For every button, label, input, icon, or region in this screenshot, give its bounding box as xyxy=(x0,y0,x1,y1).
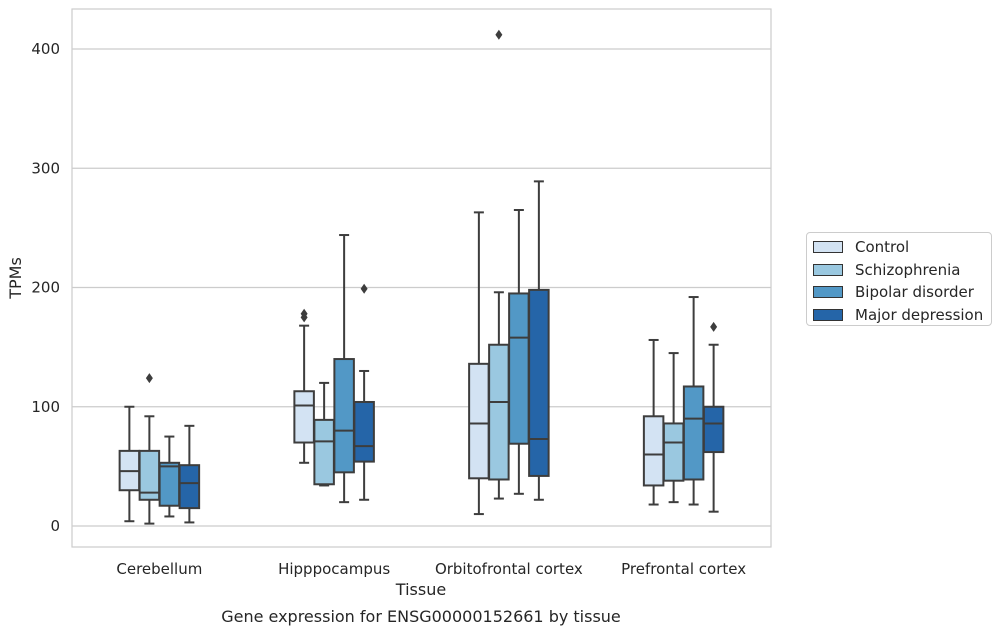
box-body xyxy=(702,405,725,454)
box-body xyxy=(313,418,335,486)
box-body xyxy=(158,461,181,507)
y-tick-label: 200 xyxy=(31,279,60,297)
y-tick-label: 400 xyxy=(31,40,60,58)
box-bipolar-disorder xyxy=(158,435,181,518)
outlier-point xyxy=(300,308,308,319)
box-schizophrenia xyxy=(138,373,161,525)
box-bipolar-disorder xyxy=(682,296,705,506)
box-major-depression xyxy=(702,321,725,513)
chart-title: Gene expression for ENSG00000152661 by t… xyxy=(221,607,621,626)
legend-swatch xyxy=(813,308,843,321)
box-body xyxy=(333,358,355,474)
legend-label: Control xyxy=(855,238,910,257)
box-major-depression xyxy=(353,283,375,501)
legend-item: Control xyxy=(813,236,991,259)
plot-frame xyxy=(71,8,772,548)
x-tick-label: Hipppocampus xyxy=(278,560,390,578)
box-control xyxy=(293,308,315,464)
outlier-point xyxy=(145,373,153,384)
y-axis-label: TPMs xyxy=(6,257,25,300)
box-body xyxy=(642,415,665,487)
box-bipolar-disorder xyxy=(508,208,530,495)
box-schizophrenia xyxy=(488,29,510,500)
legend-label: Major depression xyxy=(855,305,984,324)
box-body xyxy=(508,292,530,445)
box-control xyxy=(118,405,141,523)
box-body xyxy=(353,400,375,463)
legend-label: Schizophrenia xyxy=(855,260,961,279)
box-schizophrenia xyxy=(662,352,685,504)
box-body xyxy=(468,362,490,480)
box-body xyxy=(178,464,201,510)
legend-label: Bipolar disorder xyxy=(855,283,974,302)
legend-swatch xyxy=(813,241,843,254)
box-body xyxy=(662,422,685,482)
legend-item: Bipolar disorder xyxy=(813,281,991,304)
box-control xyxy=(468,211,490,516)
y-ticks: 0 100 200 300 400 xyxy=(31,40,60,535)
legend: Control Schizophrenia Bipolar disorder Majo… xyxy=(806,232,992,326)
x-ticks: Cerebellum Hipppocampus Orbitofrontal cort… xyxy=(116,560,746,578)
box-major-depression xyxy=(178,424,201,524)
x-tick-label: Cerebellum xyxy=(116,560,202,578)
y-tick-label: 300 xyxy=(31,159,60,177)
box-body xyxy=(293,390,315,444)
legend-swatch xyxy=(813,286,843,299)
outlier-point xyxy=(360,283,368,294)
box-bipolar-disorder xyxy=(333,234,355,504)
box-major-depression xyxy=(528,180,550,501)
legend-item: Schizophrenia xyxy=(813,259,991,282)
box-control xyxy=(642,338,665,506)
box-body xyxy=(528,288,550,477)
x-tick-label: Prefrontal cortex xyxy=(621,560,746,578)
legend-swatch xyxy=(813,263,843,276)
legend-item: Major depression xyxy=(813,304,991,327)
y-tick-label: 0 xyxy=(50,517,60,535)
box-body xyxy=(488,343,510,481)
x-tick-label: Orbitofrontal cortex xyxy=(435,560,583,578)
box-body xyxy=(682,385,705,481)
box-schizophrenia xyxy=(313,381,335,487)
outlier-point xyxy=(495,29,503,40)
outlier-point xyxy=(710,321,718,332)
boxes xyxy=(118,29,725,525)
y-tick-label: 100 xyxy=(31,398,60,416)
x-axis-label: Tissue xyxy=(395,580,446,599)
